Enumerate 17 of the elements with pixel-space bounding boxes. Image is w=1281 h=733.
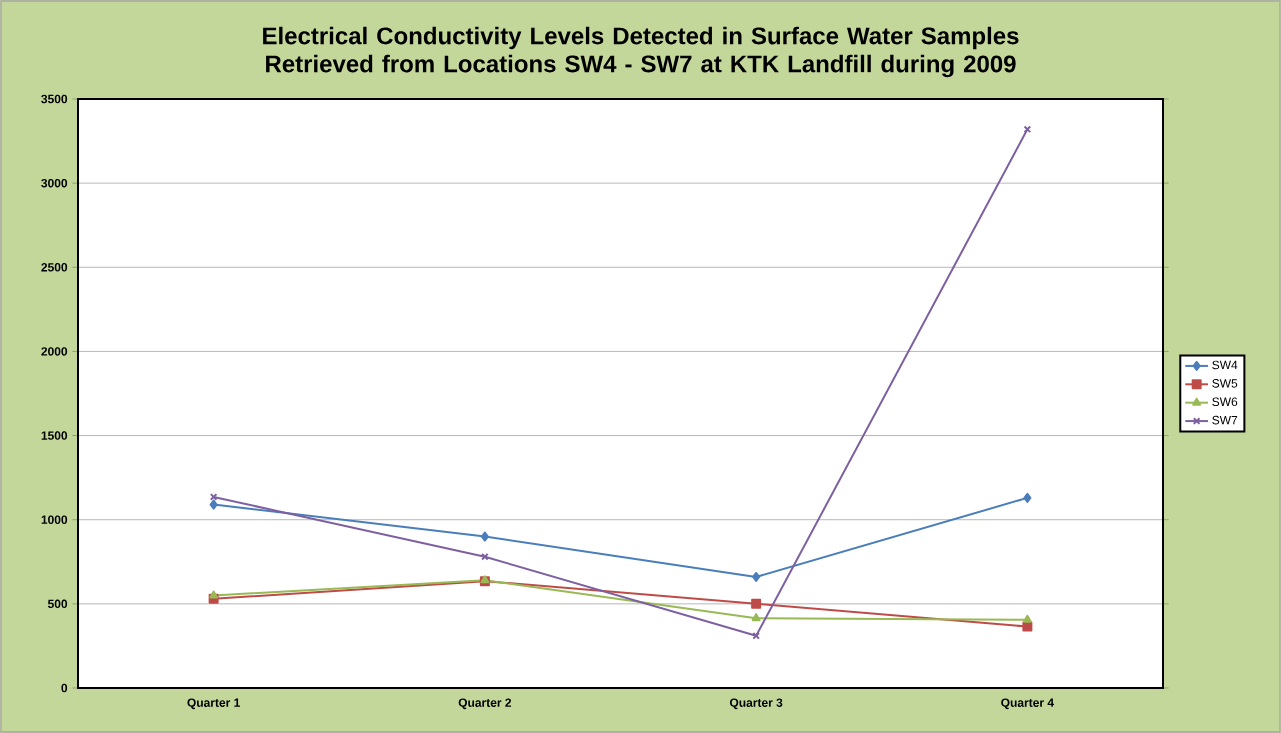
y-tick-label: 0 bbox=[61, 683, 68, 693]
legend-label: SW7 bbox=[1212, 415, 1238, 425]
legend-label: SW4 bbox=[1212, 360, 1238, 370]
x-tick-label: Quarter 4 bbox=[1001, 698, 1054, 710]
x-tick-label: Quarter 1 bbox=[187, 698, 240, 710]
y-tick-label: 3500 bbox=[41, 94, 68, 104]
x-tick-label: Quarter 2 bbox=[458, 698, 512, 710]
y-tick-label: 500 bbox=[47, 599, 68, 609]
y-tick-label: 1000 bbox=[41, 515, 68, 524]
y-tick-label: 2500 bbox=[41, 263, 68, 272]
x-tick-label: Quarter 3 bbox=[729, 698, 783, 710]
y-tick-label: 1500 bbox=[41, 431, 68, 440]
legend-label: SW5 bbox=[1212, 379, 1238, 388]
y-tick-label: 2000 bbox=[41, 347, 68, 356]
y-tick-label: 3000 bbox=[41, 178, 68, 188]
chart-title: Electrical Conductivity Levels Detected in Surface Water Samples Retrieved from Locations SW4 - SW7 at KTK Landfill during 2009 bbox=[263, 26, 1019, 78]
legend-label: SW6 bbox=[1212, 397, 1238, 407]
